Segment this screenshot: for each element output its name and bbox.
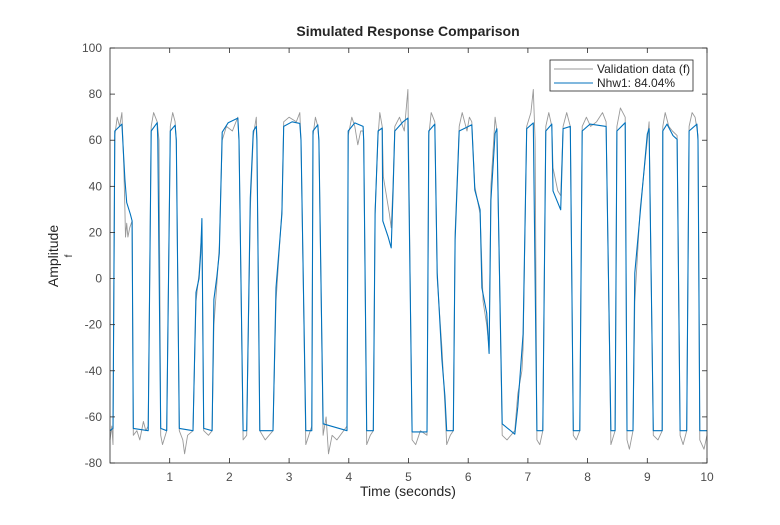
x-tick-label: 2 xyxy=(226,470,233,484)
legend-label-model: Nhw1: 84.04% xyxy=(597,76,675,90)
x-tick-label: 1 xyxy=(166,470,173,484)
x-tick-label: 7 xyxy=(525,470,532,484)
y-tick-label: 20 xyxy=(89,225,103,239)
x-tick-label: 5 xyxy=(405,470,412,484)
y-tick-label: 40 xyxy=(89,179,103,193)
legend-box xyxy=(549,59,694,92)
x-tick-label: 6 xyxy=(465,470,472,484)
x-axis-label: Time (seconds) xyxy=(360,483,456,499)
legend: Validation data (f) Nhw1: 84.04% xyxy=(549,59,694,92)
y-tick-label: 0 xyxy=(95,272,102,286)
chart-title: Simulated Response Comparison xyxy=(296,23,519,39)
y-axis-label: Amplitude xyxy=(45,225,61,287)
x-tick-label: 4 xyxy=(345,470,352,484)
y-tick-label: 100 xyxy=(82,41,102,55)
y-axis-sublabel: f xyxy=(64,254,75,257)
y-tick-label: -20 xyxy=(85,318,103,332)
y-tick-label: -80 xyxy=(85,456,103,470)
x-tick-label: 3 xyxy=(286,470,293,484)
legend-label-validation: Validation data (f) xyxy=(597,62,690,76)
axes: 1 2 3 4 5 6 7 8 9 10 -80 -60 -40 -20 0 20 40 60 80 100 xyxy=(82,41,714,484)
x-tick-label: 9 xyxy=(644,470,651,484)
validation-data-line xyxy=(109,89,708,455)
y-tick-label: -60 xyxy=(85,410,103,424)
y-tick-label: 80 xyxy=(89,87,103,101)
y-tick-label: -40 xyxy=(85,364,103,378)
model-response-line xyxy=(109,117,707,435)
plot-area xyxy=(109,89,708,455)
x-tick-label: 10 xyxy=(700,470,714,484)
x-tick-label: 8 xyxy=(584,470,591,484)
y-tick-label: 60 xyxy=(89,133,103,147)
